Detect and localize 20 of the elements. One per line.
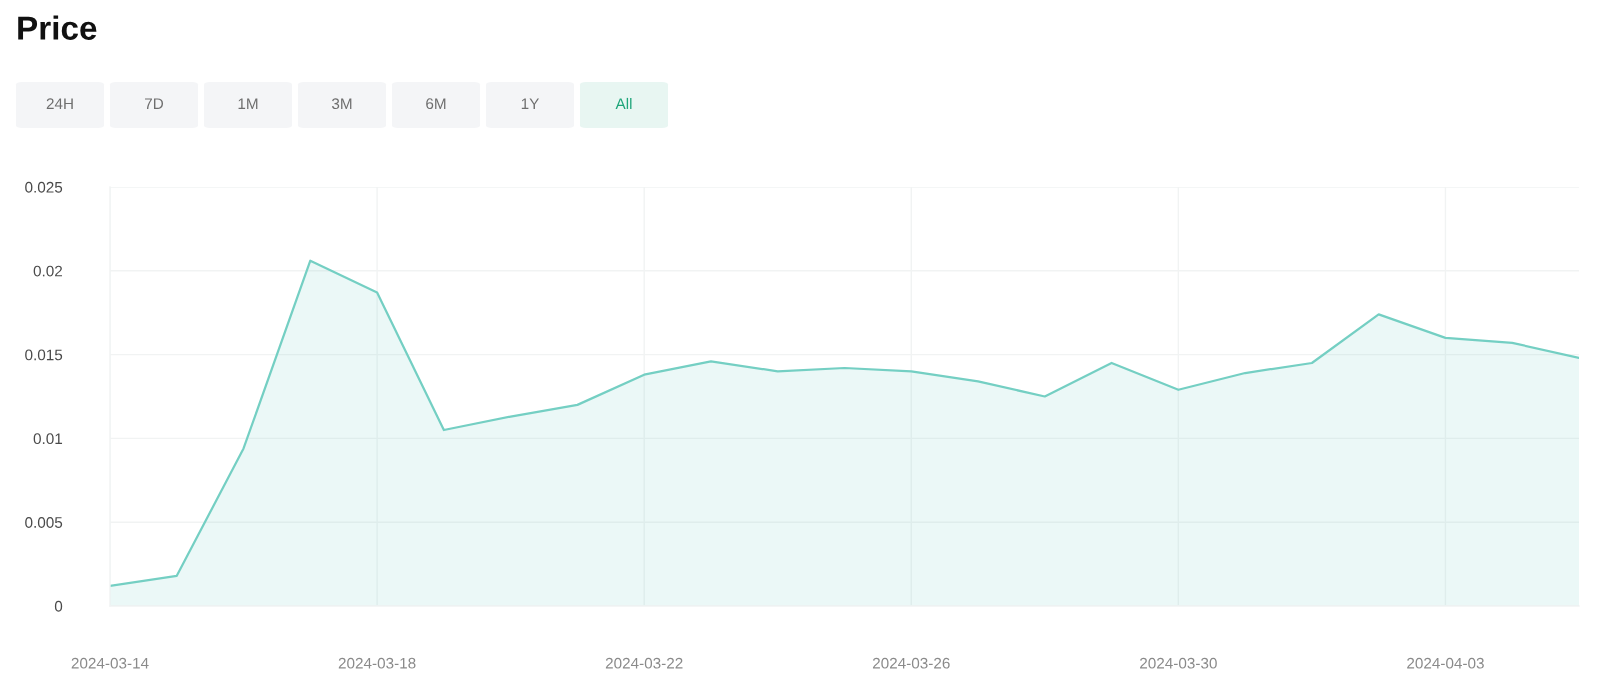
- text: 24H: [46, 98, 73, 109]
- y-tick-label: 0.02: [33, 265, 63, 277]
- y-tick-label: 0.005: [25, 517, 63, 528]
- x-tick-label: 2024-03-18: [338, 657, 416, 669]
- y-tick-label: 0.01: [33, 433, 63, 445]
- y-tick-label: 0.015: [25, 349, 63, 361]
- x-tick-label: 2024-03-22: [605, 657, 683, 669]
- x-tick-label: 2024-03-14: [71, 657, 149, 669]
- text: 1Y: [521, 98, 540, 109]
- chart-title: Price: [18, 15, 97, 40]
- text: 6M: [426, 98, 446, 110]
- text: 1M: [238, 98, 258, 109]
- y-tick-label: 0.025: [25, 181, 63, 193]
- x-tick-label: 2024-04-03: [1407, 657, 1484, 669]
- y-tick-label: 0: [54, 600, 63, 612]
- text: All: [615, 97, 632, 109]
- x-tick-label: 2024-03-30: [1140, 657, 1217, 669]
- text: 7D: [145, 98, 164, 109]
- x-tick-label: 2024-03-26: [872, 657, 950, 669]
- text: 3M: [331, 98, 352, 110]
